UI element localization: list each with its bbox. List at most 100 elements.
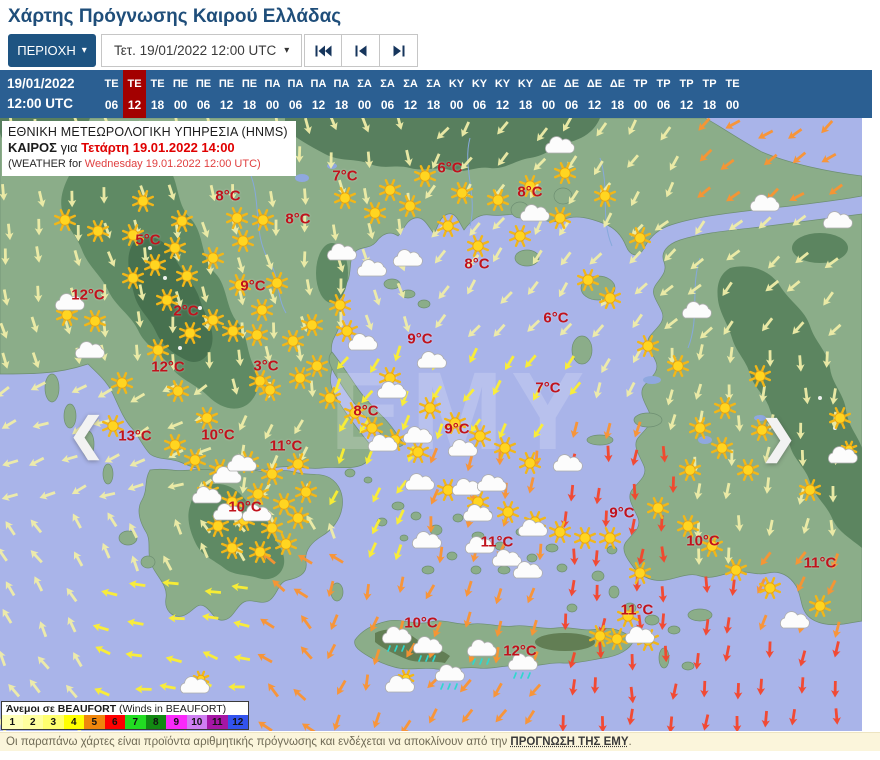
- timestep-hour: 18: [334, 98, 349, 112]
- timestep-cell[interactable]: ΠΕ 12: [215, 70, 238, 118]
- timestep-hour: 06: [288, 98, 303, 112]
- timestep-cell[interactable]: ΔΕ 00: [537, 70, 560, 118]
- cloud-icon: [347, 333, 378, 351]
- wind-arrow-icon: [788, 128, 803, 139]
- wind-arrow-icon: [723, 482, 732, 500]
- timestep-cell[interactable]: ΔΕ 18: [606, 70, 629, 118]
- previous-map-chevron[interactable]: ❮: [68, 410, 105, 459]
- sun-icon: [334, 187, 356, 209]
- timestep-day: ΚΥ: [471, 78, 488, 90]
- wind-arrow-icon: [73, 250, 82, 267]
- timestep-cell[interactable]: ΚΥ 00: [445, 70, 468, 118]
- timestep-hour: 18: [426, 98, 441, 112]
- wind-arrow-icon: [300, 251, 309, 268]
- wind-arrow-icon: [830, 553, 840, 570]
- timestep-cell[interactable]: ΤΕ 18: [146, 70, 169, 118]
- timestep-cell[interactable]: ΤΕ 00: [721, 70, 744, 118]
- wind-arrow-icon: [336, 278, 346, 295]
- timestep-cell[interactable]: ΠΑ 12: [307, 70, 330, 118]
- wind-arrow-icon: [257, 653, 273, 664]
- sun-icon: [306, 355, 328, 377]
- sun-icon: [226, 207, 248, 229]
- timestep-cell[interactable]: ΠΑ 00: [261, 70, 284, 118]
- wind-arrow-icon: [200, 286, 209, 303]
- wind-arrow-icon: [758, 614, 768, 631]
- wind-arrow-icon: [725, 119, 741, 129]
- sun-icon: [319, 387, 341, 409]
- timestep-cell[interactable]: ΠΕ 00: [169, 70, 192, 118]
- wind-arrow-icon: [34, 576, 44, 592]
- wind-arrow-icon: [29, 679, 41, 694]
- timestep-cell[interactable]: ΔΕ 06: [560, 70, 583, 118]
- beaufort-scale-cell: 6: [104, 715, 125, 729]
- timestep-cell[interactable]: ΚΥ 06: [468, 70, 491, 118]
- next-map-chevron[interactable]: ❯: [760, 413, 797, 462]
- timestep-cell[interactable]: ΠΕ 18: [238, 70, 261, 118]
- wind-arrow-icon: [766, 519, 775, 537]
- wind-arrow-icon: [72, 513, 82, 529]
- timestep-cell[interactable]: ΤΡ 18: [698, 70, 721, 118]
- timestep-hour: 00: [633, 98, 648, 112]
- datetime-select[interactable]: Τετ. 19/01/2022 12:00 UTC ▾: [101, 34, 303, 67]
- temperature-label: 11°C: [620, 601, 654, 619]
- wind-arrow-icon: [720, 158, 735, 170]
- wind-arrow-icon: [34, 218, 44, 236]
- timestep-day: ΠΑ: [287, 78, 304, 90]
- timestep-cell[interactable]: ΠΑ 06: [284, 70, 307, 118]
- timestep-cell[interactable]: ΠΑ 18: [330, 70, 353, 118]
- wind-arrow-icon: [362, 674, 371, 691]
- step-previous-icon: [355, 45, 367, 56]
- wind-arrow-icon: [626, 708, 636, 726]
- wind-arrow-icon: [107, 512, 118, 528]
- wind-arrow-icon: [536, 543, 545, 561]
- timestep-cell[interactable]: ΣΑ 00: [353, 70, 376, 118]
- wind-arrow-icon: [786, 280, 801, 292]
- timebar: 19/01/2022 12:00 UTC ΤΕ 06 ΤΕ 12 ΤΕ 18 ΠΕ 00 ΠΕ 0…: [0, 70, 872, 118]
- timestep-cell[interactable]: ΤΡ 06: [652, 70, 675, 118]
- timestep-cell[interactable]: ΚΥ 12: [491, 70, 514, 118]
- cloud-part: [384, 675, 415, 693]
- legend-title: Άνεμοι σε BEAUFORT (Winds in BEAUFORT): [2, 702, 248, 715]
- wind-arrow-icon: [792, 151, 807, 164]
- timestep-cell[interactable]: ΤΡ 00: [629, 70, 652, 118]
- sun-icon: [164, 434, 186, 456]
- wind-arrow-icon: [238, 415, 248, 431]
- wind-arrow-icon: [73, 551, 84, 567]
- wind-arrow-icon: [603, 212, 613, 228]
- wind-arrow-icon: [30, 550, 43, 564]
- timestep-hour: 00: [541, 98, 556, 112]
- islands: [44, 187, 713, 671]
- timestep-cell[interactable]: ΣΑ 06: [376, 70, 399, 118]
- timestep-cell[interactable]: ΣΑ 12: [399, 70, 422, 118]
- wind-arrow-icon: [237, 288, 246, 306]
- wind-arrow-icon: [364, 448, 374, 465]
- wind-arrow-icon: [661, 645, 671, 663]
- timestep-cell[interactable]: ΚΥ 18: [514, 70, 537, 118]
- sun-icon: [232, 230, 254, 252]
- sun-icon: [647, 497, 669, 519]
- wind-arrow-icon: [464, 580, 473, 597]
- skip-to-first-button[interactable]: [304, 34, 343, 67]
- wind-arrow-icon: [396, 479, 408, 494]
- emy-forecast-link[interactable]: ΠΡΟΓΝΩΣΗ ΤΗΣ ΕΜΥ: [510, 736, 629, 748]
- temperature-label: 10°C: [201, 426, 235, 444]
- timestep-day: ΤΡ: [702, 78, 717, 90]
- wind-arrow-icon: [824, 257, 839, 269]
- timestep-cell[interactable]: ΤΕ 06: [100, 70, 123, 118]
- step-previous-button[interactable]: [342, 34, 381, 67]
- timestep-cell[interactable]: ΠΕ 06: [192, 70, 215, 118]
- step-next-button[interactable]: [380, 34, 419, 67]
- timestep-cell[interactable]: ΤΡ 12: [675, 70, 698, 118]
- timestep-cell[interactable]: ΔΕ 12: [583, 70, 606, 118]
- sun-icon: [594, 185, 616, 207]
- sun-icon: [287, 453, 309, 475]
- wind-arrow-icon: [94, 687, 110, 697]
- timestep-cell[interactable]: ΣΑ 18: [422, 70, 445, 118]
- timestep-cell[interactable]: ΤΕ 12: [123, 70, 146, 118]
- weather-icon-layer: [0, 118, 858, 731]
- region-dropdown-button[interactable]: ΠΕΡΙΟΧΗ ▾: [8, 34, 96, 67]
- sun-icon: [167, 380, 189, 402]
- wind-arrow-icon: [590, 677, 600, 694]
- wind-arrow-icon: [627, 154, 639, 168]
- sun-icon: [829, 407, 851, 429]
